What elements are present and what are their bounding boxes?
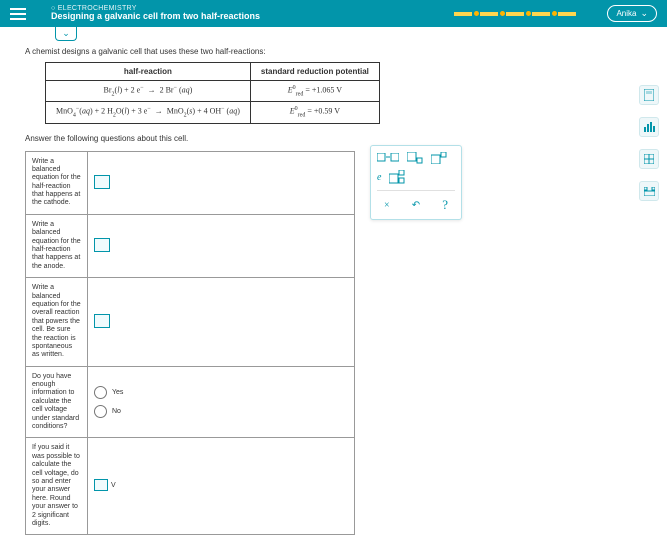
clear-button[interactable]: × xyxy=(384,200,390,211)
tool-sub-icon[interactable] xyxy=(407,152,423,164)
intro-text: A chemist designs a galvanic cell that u… xyxy=(25,47,642,56)
help-button[interactable]: ? xyxy=(442,197,448,213)
breadcrumb: ELECTROCHEMISTRY xyxy=(51,5,260,13)
user-menu[interactable]: Anika xyxy=(607,5,657,22)
q4-no-radio[interactable] xyxy=(94,405,107,418)
col-potential: standard reduction potential xyxy=(250,63,379,81)
rail-calculator-icon[interactable] xyxy=(639,85,659,105)
menu-button[interactable] xyxy=(10,8,26,20)
questions-intro: Answer the following questions about thi… xyxy=(25,134,642,143)
q1-label: Write a balanced equation for the half-r… xyxy=(26,151,88,214)
q4-yes-radio[interactable] xyxy=(94,386,107,399)
tool-palette: e × ↶ ? xyxy=(370,145,462,220)
rail-periodic-icon[interactable] xyxy=(639,181,659,201)
reaction-1: Br2(l) + 2 e− → 2 Br− (aq) xyxy=(46,81,251,102)
reactions-table: half-reaction standard reduction potenti… xyxy=(45,62,380,124)
questions-table: Write a balanced equation for the half-r… xyxy=(25,151,355,536)
q2-label: Write a balanced equation for the half-r… xyxy=(26,214,88,277)
rail-chart-icon[interactable] xyxy=(639,117,659,137)
reset-button[interactable]: ↶ xyxy=(412,200,420,211)
q1-input[interactable] xyxy=(94,175,110,189)
tool-electron-icon[interactable]: e xyxy=(377,172,381,183)
q4-yes-label: Yes xyxy=(112,389,123,396)
q5-unit: V xyxy=(111,482,116,489)
q5-input[interactable] xyxy=(94,479,108,491)
q2-input[interactable] xyxy=(94,238,110,252)
q3-label: Write a balanced equation for the overal… xyxy=(26,278,88,367)
page-title: Designing a galvanic cell from two half-… xyxy=(51,12,260,22)
potential-1: E0red = +1.065 V xyxy=(250,81,379,102)
rail-table-icon[interactable] xyxy=(639,149,659,169)
reaction-2: MnO4−(aq) + 2 H2O(l) + 3 e− → MnO2(s) + … xyxy=(46,102,251,123)
progress-bar xyxy=(454,11,577,16)
q4-label: Do you have enough information to calcul… xyxy=(26,366,88,438)
q5-label: If you said it was possible to calculate… xyxy=(26,438,88,535)
q3-input[interactable] xyxy=(94,314,110,328)
expand-toggle[interactable]: ⌄ xyxy=(55,27,77,41)
tool-subsup-icon[interactable] xyxy=(389,170,407,184)
tool-sup-icon[interactable] xyxy=(431,152,447,164)
col-half-reaction: half-reaction xyxy=(46,63,251,81)
q4-no-label: No xyxy=(112,408,121,415)
potential-2: E0red = +0.59 V xyxy=(250,102,379,123)
tool-fraction-icon[interactable] xyxy=(377,153,399,163)
